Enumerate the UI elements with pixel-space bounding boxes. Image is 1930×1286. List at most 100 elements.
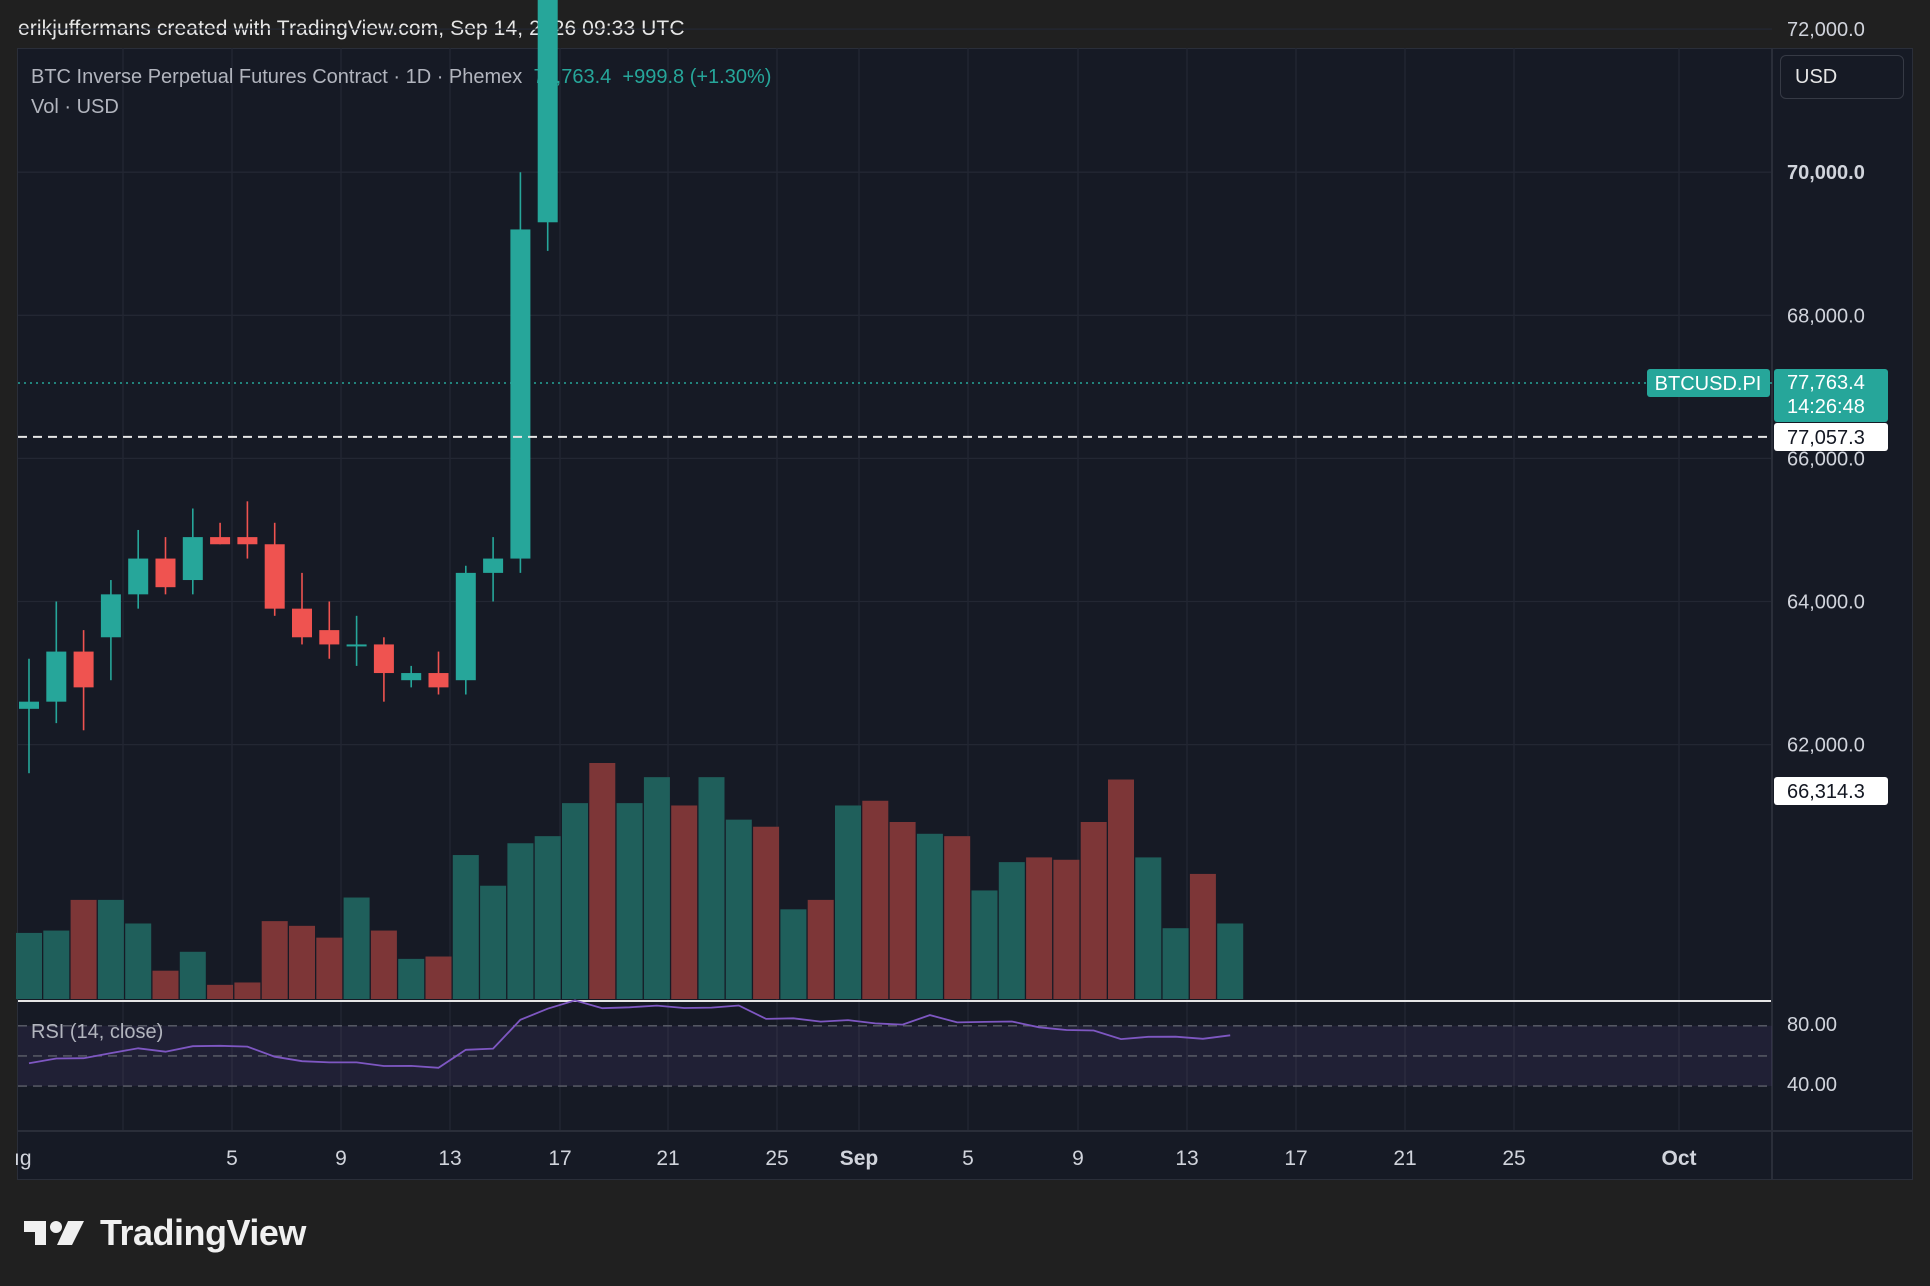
volume-bar — [480, 885, 507, 999]
time-axis-label: 25 — [765, 1147, 788, 1170]
time-axis-label: Oct — [1661, 1147, 1696, 1170]
volume-bar — [1108, 779, 1134, 999]
candle-body — [483, 558, 504, 573]
candle-body — [292, 608, 312, 638]
rsi-tick-label: 80.00 — [1787, 1014, 1837, 1036]
volume-bar — [452, 855, 479, 999]
symbol-tag-badge — [1647, 369, 1770, 397]
last-price-badge-text: 77,763.4 — [1787, 372, 1865, 394]
volume-bar — [725, 819, 752, 999]
time-axis-label: 21 — [1393, 1147, 1416, 1170]
volume-bar — [343, 897, 370, 999]
volume-bar — [16, 932, 42, 999]
time-axis-label: 13 — [438, 1147, 461, 1170]
volume-bar — [616, 803, 643, 999]
volume-bar — [1217, 923, 1244, 999]
volume-bar — [643, 777, 670, 999]
volume-bar — [507, 843, 534, 999]
symbol-legend: BTC Inverse Perpetual Futures Contract ·… — [31, 66, 771, 89]
price-tick-label: 64,000.0 — [1787, 592, 1865, 614]
volume-bar — [1080, 822, 1107, 999]
candles — [19, 0, 558, 774]
time-axis-label: 5 — [962, 1147, 974, 1170]
time-axis-label: 25 — [1502, 1147, 1525, 1170]
time-axis-label: 9 — [335, 1147, 347, 1170]
volume-bar — [971, 890, 998, 999]
candle-body — [401, 673, 422, 681]
rsi-pane — [18, 999, 1772, 1087]
volume-bar — [179, 951, 206, 999]
time-axis-label: 13 — [1175, 1147, 1198, 1170]
candle-body — [346, 644, 367, 647]
volume-bar — [589, 763, 616, 999]
candle-body — [100, 594, 121, 638]
volume-bar — [916, 833, 943, 999]
level-badge — [1774, 777, 1888, 805]
candle-body — [537, 0, 558, 223]
candle-body — [373, 644, 394, 674]
volume-bar — [1189, 873, 1216, 999]
time-axis-label: 17 — [1284, 1147, 1307, 1170]
time-axis-label: 21 — [656, 1147, 679, 1170]
volume-bar — [889, 822, 916, 999]
tradingview-logo[interactable]: TradingView — [22, 1212, 306, 1254]
countdown-text: 14:26:48 — [1787, 396, 1865, 418]
volume-bar — [780, 909, 807, 999]
volume-bar — [807, 899, 834, 999]
volume-bar — [370, 930, 397, 999]
volume-bar — [698, 777, 725, 999]
time-axis-label: ıg — [14, 1147, 32, 1170]
brand-name: TradingView — [100, 1212, 306, 1253]
candle-body — [210, 537, 231, 545]
price-tick-label: 62,000.0 — [1787, 735, 1865, 757]
volume-bar — [753, 826, 780, 999]
candle-body — [73, 651, 94, 688]
currency-selector[interactable]: USD — [1780, 55, 1904, 99]
symbol-tag-text: BTCUSD.PI — [1655, 373, 1762, 395]
candle-body — [319, 630, 340, 645]
candle-body — [155, 558, 176, 588]
level-lines — [18, 382, 1772, 438]
candle-body — [182, 537, 203, 581]
volume-bar — [1135, 857, 1162, 999]
volume-bar — [1053, 859, 1080, 999]
time-axis-label: Sep — [840, 1147, 879, 1170]
volume-bar — [97, 899, 124, 999]
volume-bar — [671, 805, 698, 999]
price-tick-label: 66,000.0 — [1787, 448, 1865, 470]
volume-bar — [43, 930, 70, 999]
volume-bar — [835, 805, 861, 999]
last-price-badge — [1774, 369, 1888, 422]
volume-bar — [425, 956, 452, 999]
volume-bar — [70, 899, 97, 999]
candle-body — [264, 544, 285, 609]
volume-bar — [316, 937, 343, 999]
time-axis-label: 5 — [226, 1147, 238, 1170]
symbol-name: BTC Inverse Perpetual Futures Contract ·… — [31, 66, 523, 88]
time-axis-label: 17 — [548, 1147, 571, 1170]
volume-bar — [234, 982, 261, 999]
volume-bar — [562, 803, 588, 999]
candle-body — [128, 558, 149, 595]
volume-bars — [16, 763, 1244, 999]
candle-body — [46, 651, 67, 702]
candle-body — [428, 673, 449, 688]
volume-bar — [1026, 857, 1053, 999]
candle-body — [237, 537, 258, 545]
price-change-value: +999.8 (+1.30%) — [622, 66, 772, 88]
volume-bar — [398, 958, 425, 999]
price-tick-label: 72,000.0 — [1787, 19, 1865, 41]
volume-bar — [207, 984, 234, 999]
last-price-value: 77,763.4 — [533, 66, 612, 88]
rsi-legend: RSI (14, close) — [31, 1021, 164, 1043]
volume-bar — [998, 862, 1025, 999]
volume-bar — [125, 923, 152, 999]
rsi-tick-label: 40.00 — [1787, 1074, 1837, 1096]
price-tick-label: 70,000.0 — [1787, 162, 1865, 184]
volume-bar — [289, 925, 315, 999]
level-badge — [1774, 423, 1888, 451]
volume-bar — [261, 921, 288, 999]
price-tick-label: 68,000.0 — [1787, 305, 1865, 327]
volume-bar — [1162, 928, 1189, 999]
